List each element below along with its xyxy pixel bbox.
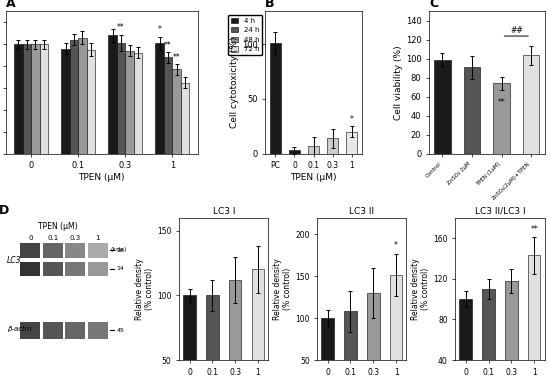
Bar xyxy=(505,281,518,379)
Bar xyxy=(40,44,48,154)
Bar xyxy=(164,57,172,154)
Bar xyxy=(23,44,31,154)
Bar xyxy=(117,43,125,154)
Y-axis label: Relative density
(% control): Relative density (% control) xyxy=(273,258,293,320)
Bar xyxy=(493,83,510,154)
Bar xyxy=(70,40,78,154)
Bar xyxy=(434,60,450,154)
Text: 1: 1 xyxy=(96,235,100,241)
FancyBboxPatch shape xyxy=(88,322,108,339)
Text: *: * xyxy=(158,25,162,34)
FancyBboxPatch shape xyxy=(20,262,40,276)
FancyBboxPatch shape xyxy=(43,243,63,258)
FancyBboxPatch shape xyxy=(65,322,85,339)
Bar xyxy=(390,275,403,379)
FancyBboxPatch shape xyxy=(18,280,113,298)
Text: 0: 0 xyxy=(28,235,32,241)
Bar xyxy=(327,138,338,154)
FancyBboxPatch shape xyxy=(43,322,63,339)
FancyBboxPatch shape xyxy=(88,262,108,276)
Bar xyxy=(270,43,281,154)
Bar xyxy=(31,44,40,154)
Bar xyxy=(528,255,541,379)
FancyBboxPatch shape xyxy=(20,322,40,339)
Y-axis label: Cell cytotoxicity (%): Cell cytotoxicity (%) xyxy=(230,37,239,128)
Bar xyxy=(61,49,70,154)
Text: D: D xyxy=(0,204,9,216)
Legend: 4 h, 24 h, 48 h, 72 h: 4 h, 24 h, 48 h, 72 h xyxy=(228,15,262,55)
FancyBboxPatch shape xyxy=(43,262,63,276)
Bar xyxy=(125,51,134,154)
Title: LC3 I: LC3 I xyxy=(212,207,235,216)
Title: LC3 II/LC3 I: LC3 II/LC3 I xyxy=(475,207,525,216)
Bar xyxy=(206,295,219,379)
Text: C: C xyxy=(429,0,438,10)
Text: **: ** xyxy=(173,53,180,62)
Text: **: ** xyxy=(117,23,125,32)
Bar xyxy=(183,295,196,379)
Bar xyxy=(482,289,495,379)
Text: ##: ## xyxy=(510,26,522,35)
FancyBboxPatch shape xyxy=(65,243,85,258)
Bar xyxy=(87,50,95,154)
Text: *: * xyxy=(350,115,354,124)
FancyBboxPatch shape xyxy=(20,243,40,258)
Bar xyxy=(252,269,264,379)
Text: 45: 45 xyxy=(117,328,124,333)
X-axis label: TPEN (μM): TPEN (μM) xyxy=(290,173,337,182)
Text: **: ** xyxy=(530,225,538,234)
Text: 0.1: 0.1 xyxy=(47,235,58,241)
Bar xyxy=(459,299,472,379)
Bar xyxy=(289,150,300,154)
Bar xyxy=(344,312,357,379)
Text: TPEN (μM): TPEN (μM) xyxy=(38,222,78,231)
Title: LC3 II: LC3 II xyxy=(349,207,375,216)
Text: LC3: LC3 xyxy=(7,256,21,265)
Bar xyxy=(308,146,319,154)
Y-axis label: Relative density
(% control): Relative density (% control) xyxy=(411,258,431,320)
Bar xyxy=(523,55,539,154)
Bar xyxy=(156,43,164,154)
Bar xyxy=(367,293,380,379)
Text: B: B xyxy=(265,0,275,10)
Bar xyxy=(134,53,142,154)
Bar xyxy=(108,36,117,154)
Bar xyxy=(78,38,87,154)
X-axis label: TPEN (μM): TPEN (μM) xyxy=(79,173,125,182)
Y-axis label: Relative density
(% control): Relative density (% control) xyxy=(135,258,155,320)
Bar xyxy=(321,318,334,379)
Text: 16: 16 xyxy=(117,248,124,253)
Bar xyxy=(181,83,189,154)
Text: β-actin: β-actin xyxy=(7,326,31,332)
Bar xyxy=(464,67,480,154)
Text: 0.3: 0.3 xyxy=(70,235,81,241)
Bar xyxy=(229,280,241,379)
Bar xyxy=(172,69,181,154)
Bar xyxy=(346,132,358,154)
Text: **: ** xyxy=(164,41,172,50)
Y-axis label: Cell viability (%): Cell viability (%) xyxy=(394,45,403,120)
Text: *: * xyxy=(394,241,398,249)
FancyBboxPatch shape xyxy=(88,243,108,258)
Text: **: ** xyxy=(498,98,505,107)
Text: 14: 14 xyxy=(117,266,124,271)
Bar xyxy=(14,44,23,154)
FancyBboxPatch shape xyxy=(65,262,85,276)
Text: A: A xyxy=(6,0,15,10)
Text: (kda): (kda) xyxy=(110,247,126,252)
